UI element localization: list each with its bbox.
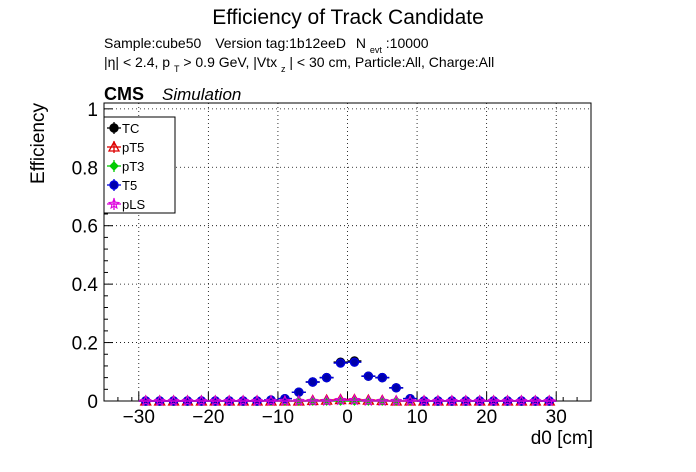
- point-pLS: [404, 394, 417, 407]
- x-tick-label: 20: [476, 407, 497, 428]
- info-eta: |η| < 2.4, p: [104, 54, 170, 70]
- info-vtx-rest: | < 30 cm, Particle:All, Charge:All: [289, 54, 494, 70]
- legend-entry-TC: TC: [107, 121, 139, 136]
- point-pLS: [348, 393, 361, 406]
- point-T5: [335, 358, 346, 368]
- point-pLS: [195, 394, 208, 407]
- y-tick-label: 0: [87, 392, 98, 413]
- legend-marker-pT5: [107, 140, 121, 152]
- info-pt-rest: > 0.9 GeV, |Vtx: [183, 54, 277, 70]
- point-pLS: [278, 394, 291, 407]
- point-pLS: [139, 394, 152, 407]
- series-pLS: [138, 393, 557, 407]
- point-pLS: [320, 394, 333, 407]
- point-pLS: [445, 394, 458, 407]
- x-tick-label: 10: [407, 407, 428, 428]
- point-T5: [321, 372, 332, 383]
- point-pLS: [431, 394, 445, 407]
- legend-label-pT3: pT3: [122, 159, 144, 174]
- point-pLS: [306, 394, 319, 407]
- grid: [104, 103, 591, 402]
- point-pLS: [264, 394, 278, 407]
- point-pLS: [209, 394, 222, 407]
- point-pLS: [389, 394, 403, 407]
- info-nevt-sub: evt: [370, 45, 383, 55]
- simulation-label: Simulation: [162, 85, 241, 104]
- point-T5: [363, 371, 374, 381]
- y-axis-label: Efficiency: [28, 103, 49, 184]
- point-T5: [349, 357, 360, 367]
- x-tick-label: −10: [262, 407, 294, 428]
- point-pLS: [529, 394, 542, 407]
- point-pLS: [292, 394, 306, 407]
- legend-label-pT5: pT5: [122, 140, 144, 155]
- point-pLS: [473, 394, 486, 407]
- point-pLS: [181, 394, 194, 407]
- point-pLS: [417, 394, 431, 407]
- legend-entry-pT5: pT5: [107, 140, 144, 155]
- info-version: Version tag:1b12eeD: [215, 35, 346, 51]
- point-pLS: [487, 394, 500, 407]
- legend-marker-pT3: [109, 161, 119, 171]
- info-pt-sub: T: [174, 64, 180, 74]
- info-vtx-sub: z: [281, 64, 286, 74]
- point-pLS: [167, 394, 180, 407]
- info-sample: Sample:cube50: [104, 35, 202, 51]
- x-tick-label: −30: [123, 407, 155, 428]
- point-pLS: [362, 394, 375, 407]
- info-nevt-label: N: [356, 35, 366, 51]
- chart-title: Efficiency of Track Candidate: [212, 6, 484, 29]
- ticks: −30 −20 −10 0 10 20 30 0 0.2 0.4 0.6 0.8 1: [72, 100, 592, 428]
- point-T5: [308, 377, 318, 387]
- y-tick-label: 0.4: [72, 275, 99, 296]
- point-pLS: [153, 394, 166, 407]
- y-tick-label: 0.8: [72, 158, 98, 179]
- point-pLS: [515, 394, 528, 407]
- legend-label-T5: T5: [122, 178, 137, 193]
- y-tick-label: 0.6: [72, 217, 98, 238]
- y-tick-label: 1: [87, 100, 98, 121]
- legend-entry-pLS: pLS: [107, 197, 145, 212]
- info-line-1: Sample:cube50 Version tag:1b12eeD N evt …: [104, 35, 429, 56]
- legend-label-TC: TC: [122, 121, 139, 136]
- point-pLS: [250, 394, 264, 407]
- point-pLS: [543, 394, 556, 407]
- point-pLS: [501, 394, 514, 407]
- x-tick-label: −20: [192, 407, 224, 428]
- x-tick-label: 0: [342, 407, 353, 428]
- cms-label: CMS: [104, 84, 144, 104]
- point-T5: [391, 383, 401, 393]
- point-pLS: [334, 393, 347, 406]
- point-pLS: [237, 394, 250, 407]
- y-tick-label: 0.2: [72, 334, 98, 355]
- legend-marker-T5: [109, 180, 119, 190]
- point-pLS: [376, 394, 389, 407]
- legend: TC pT5 pT3 T5 pLS: [103, 116, 176, 214]
- info-line-2: |η| < 2.4, p T > 0.9 GeV, |Vtx z | < 30 …: [104, 54, 494, 75]
- legend-marker-pLS: [107, 197, 121, 210]
- series-layer: [138, 356, 557, 407]
- legend-entry-pT3: pT3: [107, 159, 144, 174]
- legend-marker-TC: [109, 123, 119, 133]
- x-tick-label: 30: [546, 407, 567, 428]
- info-nevt-value: :10000: [386, 35, 429, 51]
- x-axis-label: d0 [cm]: [531, 428, 593, 449]
- legend-entry-T5: T5: [107, 178, 137, 193]
- point-pLS: [459, 394, 472, 407]
- legend-label-pLS: pLS: [122, 197, 145, 212]
- point-pLS: [223, 394, 236, 407]
- point-T5: [377, 372, 387, 383]
